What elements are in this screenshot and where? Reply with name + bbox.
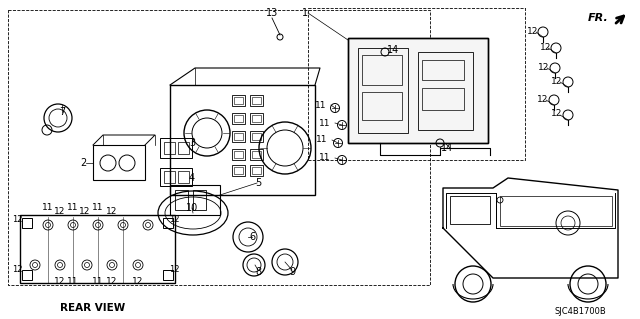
Bar [422,88,464,110]
Bar [500,196,612,226]
Bar [252,151,261,158]
Text: 12: 12 [551,77,563,85]
Bar [232,113,245,124]
Text: 11: 11 [319,118,331,128]
Bar [234,97,243,104]
Bar [362,92,402,120]
Text: 12: 12 [132,278,144,286]
Bar [234,115,243,122]
Text: 12: 12 [538,63,550,71]
Text: 12: 12 [106,278,118,286]
Text: 12: 12 [169,216,179,225]
Bar [170,185,220,215]
Text: FR.: FR. [588,13,609,23]
Bar [232,149,245,160]
Bar [164,171,175,183]
Bar [250,113,263,124]
Text: 7: 7 [59,107,65,117]
Bar [234,167,243,174]
Text: 12: 12 [54,278,66,286]
Bar [232,165,245,176]
Text: 12: 12 [527,26,539,35]
Text: 12: 12 [12,265,22,275]
Text: 12: 12 [12,216,22,225]
Bar [252,133,261,140]
Bar [163,270,173,280]
Bar [160,138,192,158]
Bar [348,38,488,143]
Bar [450,196,490,224]
Bar [418,52,473,130]
Text: 12: 12 [54,207,66,217]
Bar [164,142,175,154]
Text: 12: 12 [540,42,552,51]
Bar [422,60,464,80]
Bar [252,97,261,104]
Text: 10: 10 [186,203,198,213]
Text: 12: 12 [106,207,118,217]
Text: 11: 11 [67,204,79,212]
Bar [252,167,261,174]
Text: 12: 12 [551,108,563,117]
Text: 14: 14 [441,143,453,153]
Text: REAR VIEW: REAR VIEW [60,303,125,313]
Text: 11: 11 [92,278,104,286]
Text: 3: 3 [189,138,195,148]
Bar [234,133,243,140]
Text: 9: 9 [289,267,295,277]
Text: 1: 1 [302,8,308,18]
Bar [234,151,243,158]
Bar [175,190,188,210]
Bar [232,131,245,142]
Text: 12: 12 [538,94,548,103]
Bar [358,48,408,133]
Bar [362,55,402,85]
Bar [250,165,263,176]
Text: 11: 11 [319,153,331,162]
Text: 11: 11 [316,136,328,145]
Bar [193,190,206,210]
Bar [22,218,32,228]
Text: 6: 6 [249,232,255,242]
Text: 11: 11 [92,204,104,212]
Text: 5: 5 [255,178,261,188]
Bar [250,149,263,160]
Text: 2: 2 [80,158,86,168]
Bar [178,142,189,154]
Text: 12: 12 [79,207,91,217]
Bar [250,95,263,106]
Text: 11: 11 [42,204,54,212]
Bar [250,131,263,142]
Bar [252,115,261,122]
Bar [170,85,315,195]
Text: 13: 13 [266,8,278,18]
Bar [20,215,175,283]
Bar [178,171,189,183]
Text: SJC4B1700B: SJC4B1700B [554,308,606,316]
Text: 4: 4 [189,173,195,183]
Bar [163,218,173,228]
Text: 11: 11 [316,100,327,109]
Bar [232,95,245,106]
Bar [348,38,488,143]
Bar [22,270,32,280]
Bar [93,145,145,180]
Text: 12: 12 [169,265,179,275]
Text: 14: 14 [387,45,399,55]
Bar [160,168,192,186]
Text: 11: 11 [67,278,79,286]
Text: 8: 8 [255,267,261,277]
